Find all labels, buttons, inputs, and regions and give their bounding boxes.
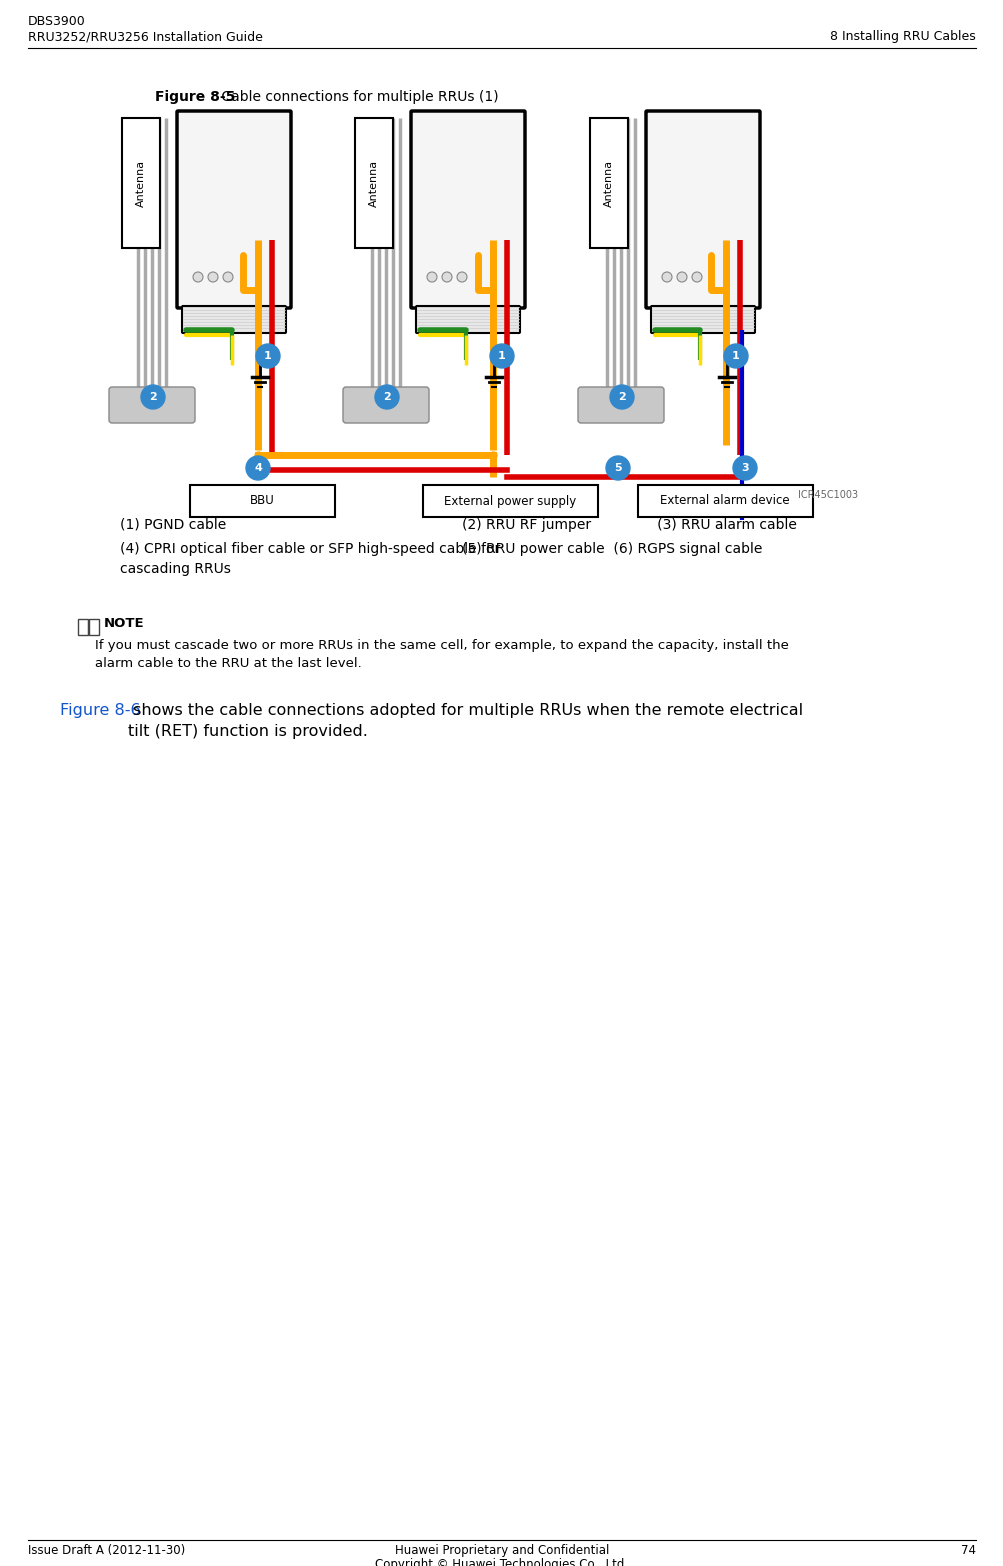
Text: 1: 1 bbox=[264, 351, 272, 362]
Text: Antenna: Antenna bbox=[604, 160, 614, 207]
Text: 74: 74 bbox=[960, 1544, 975, 1557]
Text: 4: 4 bbox=[254, 464, 262, 473]
FancyBboxPatch shape bbox=[109, 387, 195, 423]
Text: ICR45C1003: ICR45C1003 bbox=[797, 490, 858, 500]
Text: 8 Installing RRU Cables: 8 Installing RRU Cables bbox=[829, 30, 975, 42]
Text: 2: 2 bbox=[149, 392, 156, 402]
Text: 2: 2 bbox=[383, 392, 390, 402]
Text: External alarm device: External alarm device bbox=[660, 495, 789, 507]
Circle shape bbox=[661, 272, 671, 282]
Circle shape bbox=[456, 272, 466, 282]
Bar bbox=[422, 485, 598, 517]
FancyBboxPatch shape bbox=[177, 111, 291, 309]
Circle shape bbox=[208, 272, 218, 282]
Text: If you must cascade two or more RRUs in the same cell, for example, to expand th: If you must cascade two or more RRUs in … bbox=[95, 639, 788, 670]
FancyBboxPatch shape bbox=[415, 305, 520, 334]
Text: External power supply: External power supply bbox=[443, 495, 576, 507]
Circle shape bbox=[723, 345, 747, 368]
Text: shows the cable connections adopted for multiple RRUs when the remote electrical: shows the cable connections adopted for … bbox=[127, 703, 802, 739]
Text: Copyright © Huawei Technologies Co., Ltd.: Copyright © Huawei Technologies Co., Ltd… bbox=[375, 1558, 628, 1566]
Circle shape bbox=[732, 456, 756, 481]
Text: (3) RRU alarm cable: (3) RRU alarm cable bbox=[643, 518, 796, 532]
Circle shape bbox=[256, 345, 280, 368]
Text: BBU: BBU bbox=[250, 495, 274, 507]
Text: 1: 1 bbox=[497, 351, 506, 362]
Circle shape bbox=[223, 272, 233, 282]
FancyBboxPatch shape bbox=[343, 387, 428, 423]
Text: Figure 8-6: Figure 8-6 bbox=[60, 703, 140, 717]
Text: RRU3252/RRU3256 Installation Guide: RRU3252/RRU3256 Installation Guide bbox=[28, 30, 263, 42]
Circle shape bbox=[426, 272, 436, 282]
Circle shape bbox=[140, 385, 164, 409]
Text: Antenna: Antenna bbox=[369, 160, 378, 207]
Text: (4) CPRI optical fiber cable or SFP high-speed cable for
cascading RRUs: (4) CPRI optical fiber cable or SFP high… bbox=[120, 542, 499, 575]
Text: (5) RRU power cable  (6) RGPS signal cable: (5) RRU power cable (6) RGPS signal cabl… bbox=[461, 542, 761, 556]
Circle shape bbox=[610, 385, 633, 409]
Text: NOTE: NOTE bbox=[104, 617, 144, 630]
Text: 1: 1 bbox=[731, 351, 739, 362]
Text: Cable connections for multiple RRUs (1): Cable connections for multiple RRUs (1) bbox=[217, 89, 498, 103]
Circle shape bbox=[606, 456, 629, 481]
Bar bbox=[78, 619, 88, 634]
Circle shape bbox=[691, 272, 701, 282]
FancyBboxPatch shape bbox=[645, 111, 759, 309]
Text: (2) RRU RF jumper: (2) RRU RF jumper bbox=[461, 518, 591, 532]
Bar bbox=[89, 619, 99, 634]
Circle shape bbox=[441, 272, 451, 282]
Text: Issue Draft A (2012-11-30): Issue Draft A (2012-11-30) bbox=[28, 1544, 186, 1557]
Text: Figure 8-5: Figure 8-5 bbox=[154, 89, 235, 103]
Bar bbox=[590, 117, 627, 247]
Text: DBS3900: DBS3900 bbox=[28, 16, 85, 28]
Text: Huawei Proprietary and Confidential: Huawei Proprietary and Confidential bbox=[394, 1544, 609, 1557]
FancyBboxPatch shape bbox=[182, 305, 286, 334]
Bar bbox=[122, 117, 159, 247]
Circle shape bbox=[676, 272, 686, 282]
Circle shape bbox=[193, 272, 203, 282]
Text: 3: 3 bbox=[740, 464, 748, 473]
FancyBboxPatch shape bbox=[410, 111, 525, 309]
Text: (1) PGND cable: (1) PGND cable bbox=[120, 518, 226, 532]
Circle shape bbox=[246, 456, 270, 481]
Bar bbox=[355, 117, 392, 247]
Circle shape bbox=[489, 345, 514, 368]
Circle shape bbox=[375, 385, 398, 409]
Text: Antenna: Antenna bbox=[135, 160, 145, 207]
FancyBboxPatch shape bbox=[650, 305, 754, 334]
Text: 2: 2 bbox=[618, 392, 625, 402]
Bar bbox=[637, 485, 812, 517]
Bar bbox=[190, 485, 335, 517]
Text: 5: 5 bbox=[614, 464, 621, 473]
FancyBboxPatch shape bbox=[578, 387, 663, 423]
